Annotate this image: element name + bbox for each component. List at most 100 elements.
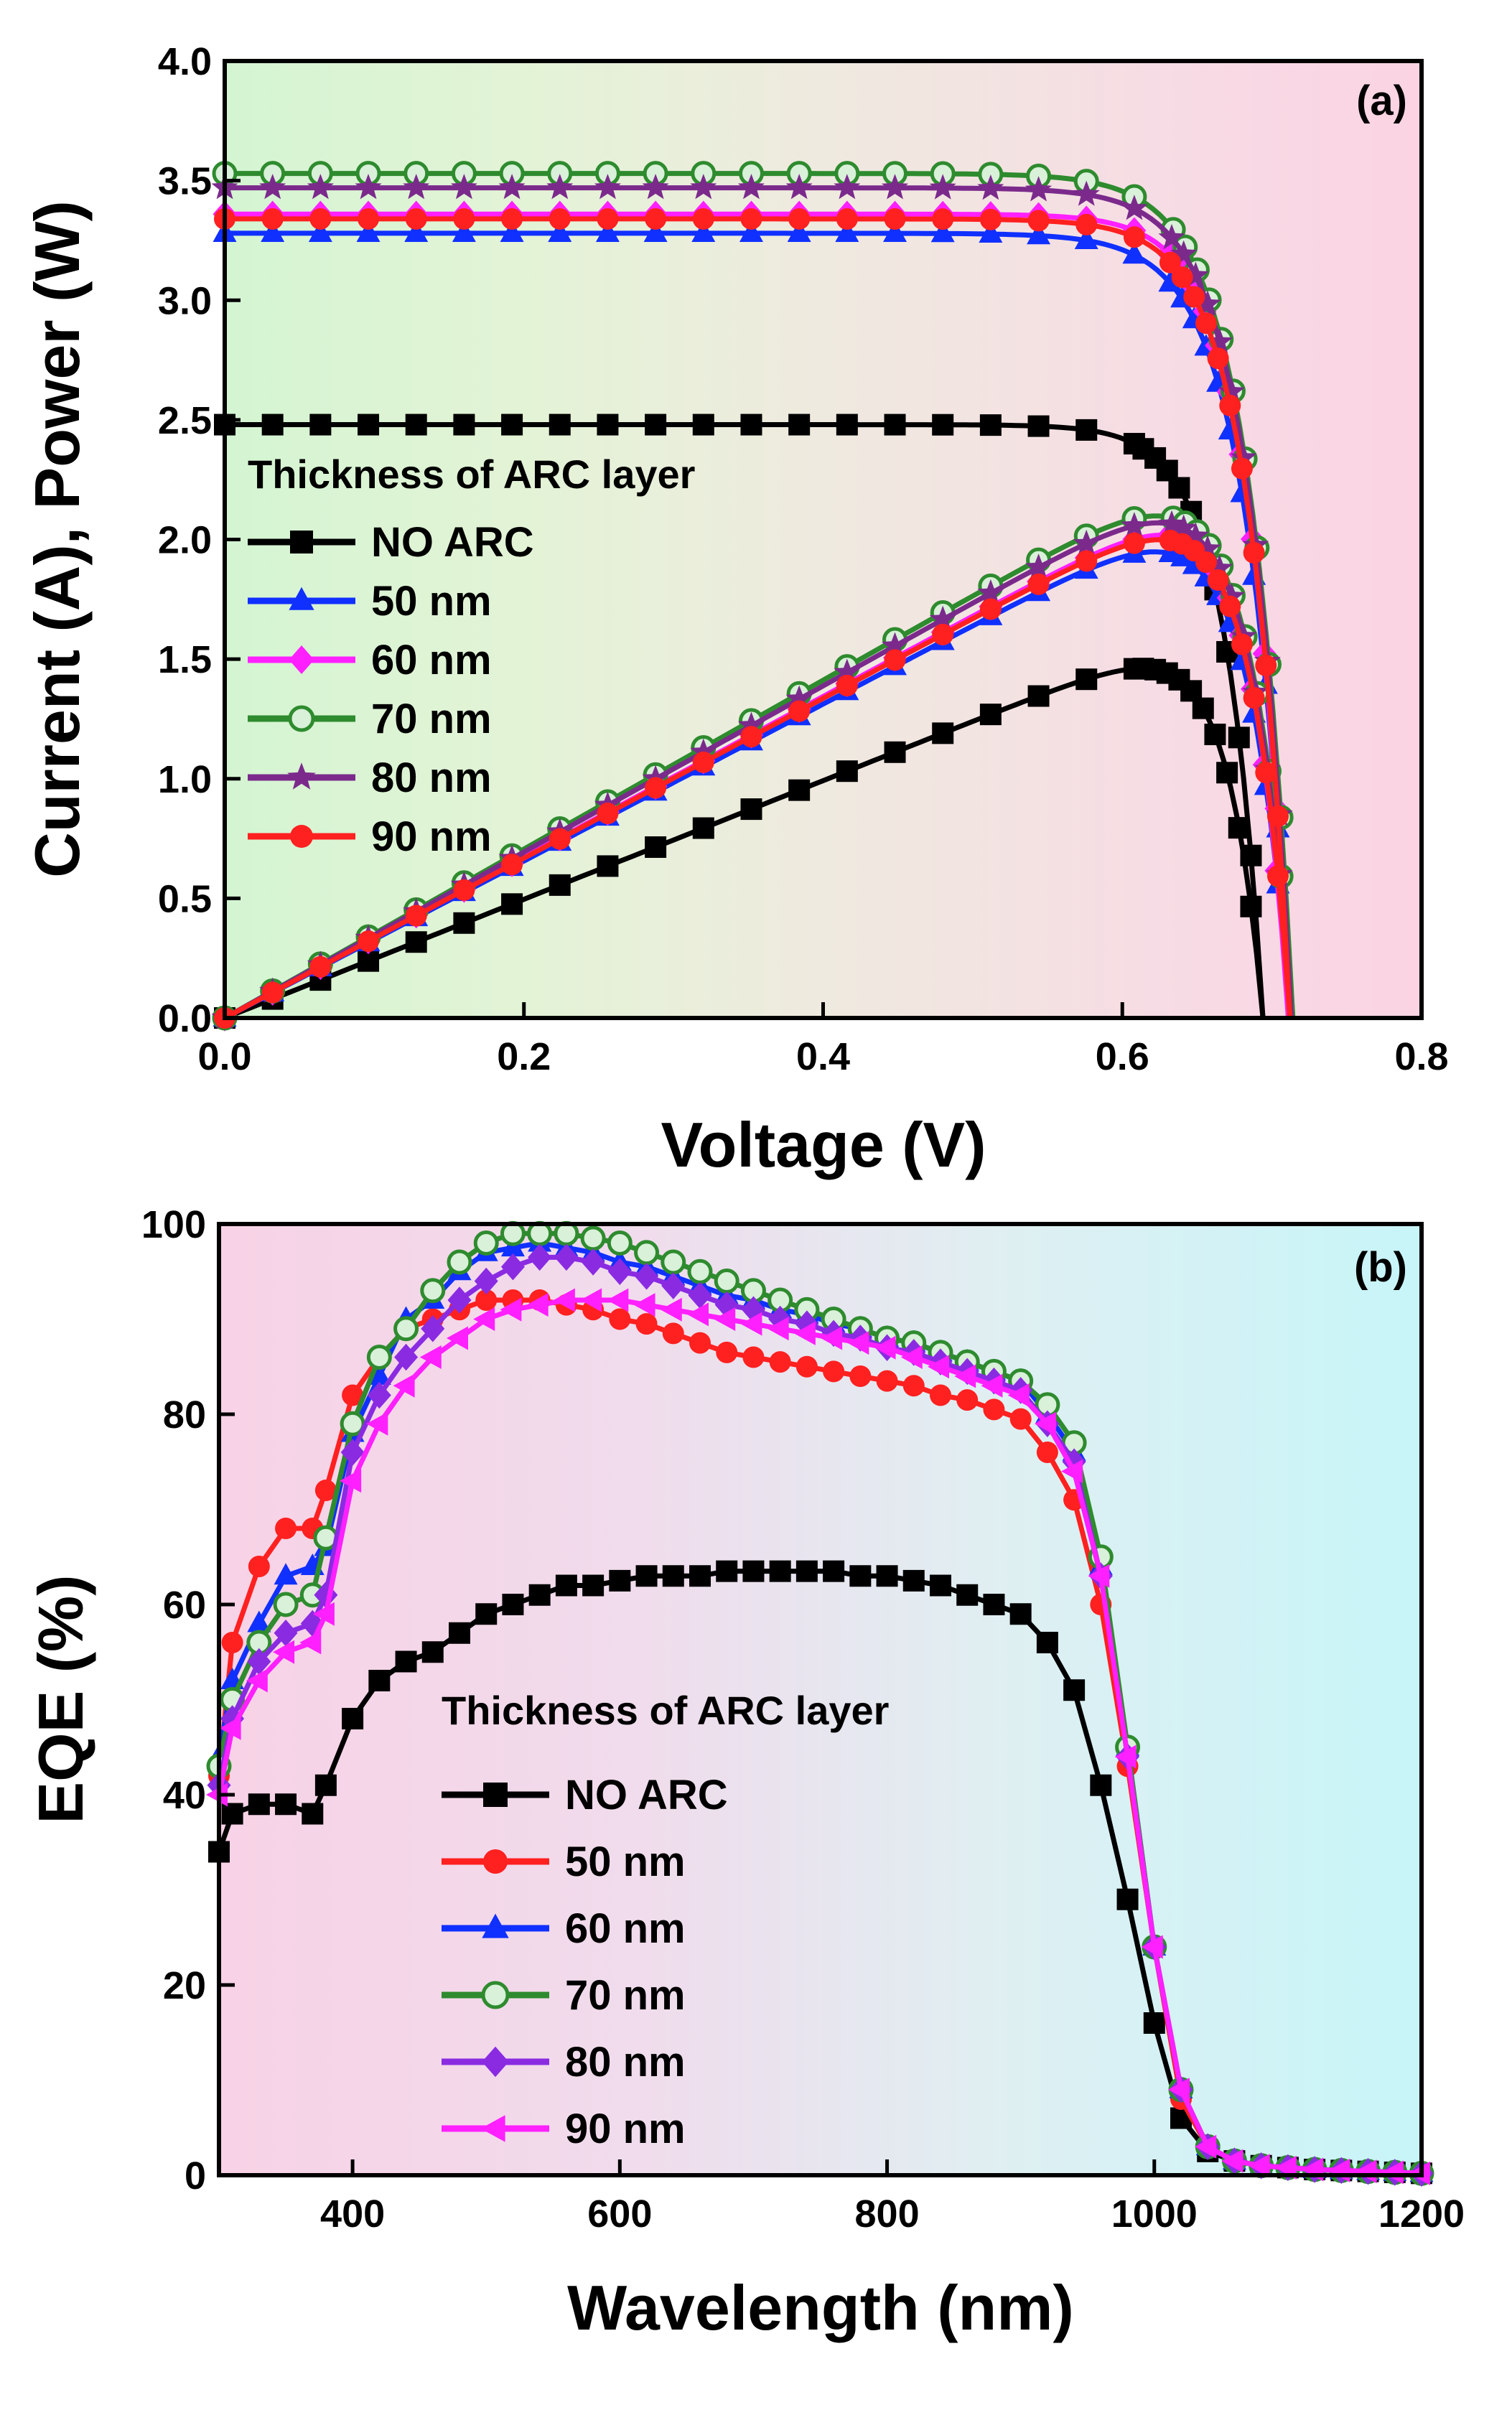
eqe-point [246,1668,268,1693]
iv-point [1027,210,1050,232]
pv-point [549,828,571,850]
panel-b-y-axis-title: EQE (%) [25,1574,96,1823]
pv-point [884,741,906,763]
eqe-point [554,1243,579,1271]
eqe-point [688,1281,712,1309]
pv-point [1170,514,1198,540]
pv-point [882,632,909,658]
eqe-point [769,1560,791,1582]
y-tick-label: 0.0 [158,997,212,1040]
iv-point [1255,655,1277,677]
iv-point [643,220,668,242]
iv-point [1266,805,1289,828]
pv-point [1218,582,1245,608]
eqe-point [633,1293,655,1317]
y-tick-label: 2.5 [158,399,212,442]
pv-point [549,874,571,896]
eqe-point [900,1345,923,1369]
eqe-point [956,1389,979,1411]
pv-point [737,711,765,737]
pv-point [453,912,475,934]
eqe-point [1141,1935,1163,1959]
y-tick-label: 1.5 [158,638,212,681]
pv-point [1231,633,1253,655]
eqe-point [956,1584,979,1606]
pv-point [1204,724,1226,746]
legend-label: 60 nm [371,637,492,683]
eqe-point [849,1365,872,1387]
x-tick-label: 0.6 [1096,1035,1149,1078]
eqe-point [528,1584,551,1606]
pv-point [261,981,284,1004]
legend-entry-70-nm: 70 nm [248,696,492,742]
iv-point [307,174,334,200]
eqe-point [821,1326,843,1350]
iv-point [501,414,523,436]
eqe-point [660,1297,682,1322]
x-tick-label: 1000 [1111,2192,1198,2236]
eqe-point [302,1803,324,1825]
eqe-point [740,1312,762,1336]
panel-a-ticks: 0.0 0.2 0.4 0.6 0.8 0.0 0.5 1.0 1.5 2.0 2.5 3.0 3.5 4… [158,40,1449,1078]
y-tick-label: 4.0 [158,40,212,83]
eqe-point [500,1253,525,1281]
eqe-point [299,1630,322,1655]
iv-point [1158,270,1182,292]
iv-point [405,207,427,230]
eqe-point [475,1603,498,1625]
panel-a-y-axis-title: Current (A), Power (W) [22,200,93,878]
iv-point [737,174,765,200]
pv-point [1075,668,1098,691]
iv-point [836,414,858,436]
y-tick-label: 60 [163,1584,206,1627]
iv-point [1218,378,1245,403]
iv-point [692,414,714,436]
y-tick-label: 40 [163,1774,206,1817]
eqe-point [1036,1632,1058,1653]
iv-point [501,207,523,230]
eqe-point [1090,1774,1112,1796]
pv-point [979,704,1002,726]
iv-point [1159,251,1181,274]
eqe-point [1088,1564,1110,1588]
pv-point [1219,595,1241,617]
pv-point [884,649,906,671]
legend-label: 70 nm [565,1972,686,2019]
legend-entry-60-nm: 60 nm [442,1905,686,1952]
iv-point [1207,347,1229,370]
eqe-point [928,1355,949,1379]
eqe-point [635,1263,659,1290]
eqe-point [1381,2160,1404,2185]
eqe-point [502,1594,524,1615]
eqe-point [1143,2012,1165,2034]
eqe-point [930,1574,951,1597]
iv-point [645,414,667,436]
panel-b-label: (b) [1354,1244,1407,1291]
legend-entry-50-nm: 50 nm [248,578,492,625]
legend-entry-70-nm: 70 nm [442,1972,686,2019]
pv-point [1206,554,1233,580]
iv-point [597,414,619,436]
panel-b-frame [217,1222,1424,2177]
iv-point [405,414,427,436]
legend-entry-50-nm: 50 nm [442,1839,686,1885]
iv-point [1171,266,1193,289]
iv-point [597,207,619,230]
iv-point [929,174,956,200]
eqe-point [314,1774,337,1796]
eqe-point [1195,2134,1217,2159]
eqe-point [447,1249,472,1275]
legend-label: 50 nm [565,1839,686,1885]
eqe-point [367,1363,391,1385]
eqe-point [500,1297,522,1322]
iv-point [1025,176,1053,202]
eqe-point [902,1375,925,1397]
iv-point [1122,242,1147,264]
iv-point [1158,224,1185,250]
pv-point [453,879,475,901]
eqe-point [1007,1383,1030,1407]
iv-point [884,414,906,436]
eqe-point [275,1793,297,1816]
legend-marker [287,762,316,790]
eqe-point [395,1650,417,1673]
